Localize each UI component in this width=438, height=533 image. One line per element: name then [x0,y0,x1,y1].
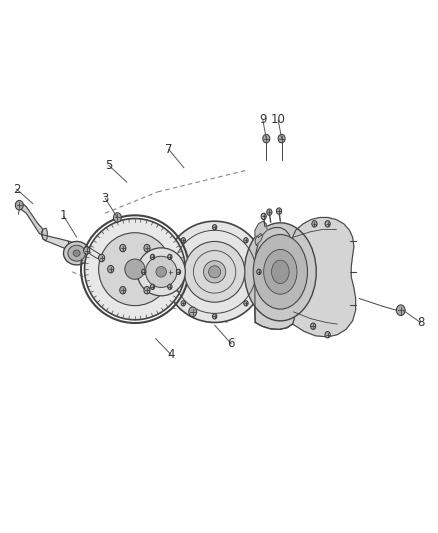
Circle shape [168,269,173,274]
Ellipse shape [204,261,226,283]
Circle shape [276,208,282,214]
Text: 10: 10 [271,114,286,126]
Circle shape [113,213,121,222]
Circle shape [144,286,150,294]
Ellipse shape [156,266,166,277]
Ellipse shape [253,235,307,309]
Ellipse shape [208,266,221,278]
Circle shape [84,247,90,254]
Ellipse shape [264,249,297,294]
Circle shape [144,245,150,252]
Circle shape [325,332,330,338]
Polygon shape [88,248,102,259]
Circle shape [396,305,405,316]
Circle shape [257,269,261,274]
Circle shape [168,254,172,260]
Polygon shape [255,233,263,245]
Circle shape [141,269,146,274]
Circle shape [263,134,270,143]
Ellipse shape [272,260,289,284]
Text: 2: 2 [13,183,21,196]
Circle shape [15,200,23,210]
Text: 8: 8 [417,316,424,329]
Circle shape [108,265,114,273]
Polygon shape [255,217,356,337]
Text: 1: 1 [60,209,67,222]
Circle shape [150,284,155,289]
Ellipse shape [244,223,316,321]
Text: 7: 7 [165,143,173,156]
Circle shape [99,254,105,262]
Circle shape [312,221,317,227]
Ellipse shape [64,241,90,265]
Circle shape [150,254,155,260]
Circle shape [181,238,185,243]
Circle shape [177,269,181,274]
Text: 3: 3 [102,192,109,205]
Polygon shape [42,235,95,264]
Text: 9: 9 [259,114,267,126]
Polygon shape [19,204,43,235]
Polygon shape [42,228,47,241]
Circle shape [120,245,126,252]
Ellipse shape [85,219,185,320]
Ellipse shape [164,221,265,322]
Polygon shape [255,228,294,329]
Circle shape [278,134,285,143]
Ellipse shape [137,248,185,296]
Polygon shape [255,221,267,237]
Ellipse shape [125,259,145,279]
Circle shape [261,213,266,220]
Circle shape [156,265,162,273]
Circle shape [267,209,272,215]
Circle shape [212,224,217,230]
Circle shape [244,238,248,243]
Circle shape [189,307,197,317]
Ellipse shape [99,233,171,305]
Ellipse shape [68,245,85,261]
Ellipse shape [145,256,177,287]
Circle shape [325,221,330,227]
Circle shape [181,301,185,306]
Ellipse shape [73,250,80,256]
Circle shape [212,314,217,319]
Circle shape [120,286,126,294]
Text: 5: 5 [105,159,112,172]
Circle shape [168,284,172,289]
Circle shape [244,301,248,306]
Circle shape [311,323,316,329]
Text: 6: 6 [227,337,235,350]
Ellipse shape [184,241,245,302]
Text: 4: 4 [167,348,175,361]
